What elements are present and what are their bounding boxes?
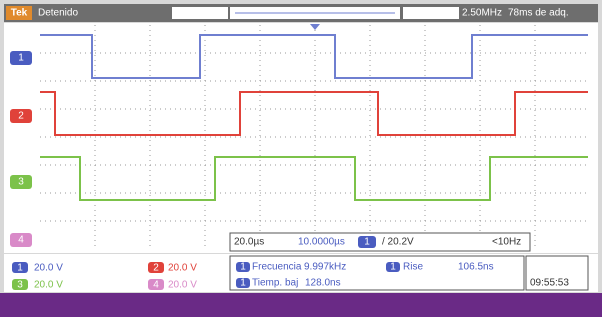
clock: 09:55:53 <box>530 278 569 289</box>
measurement-channel: 1 <box>240 262 246 273</box>
measurement-value: 128.0ns <box>305 278 341 289</box>
graticule <box>4 23 598 253</box>
channel-scale: 20.0 V <box>168 263 197 274</box>
trigger-level: / 20.2V <box>382 237 414 248</box>
status-field <box>172 7 228 19</box>
measurement-name: Frecuencia <box>252 262 302 273</box>
sample-rate: 2.50MHz <box>462 8 502 19</box>
acquisitions: 78ms de adq. <box>508 8 569 19</box>
trigger-frequency: <10Hz <box>492 237 521 248</box>
channel-number: 3 <box>17 280 23 291</box>
measurement-name: Rise <box>403 262 423 273</box>
measurement-channel: 1 <box>240 278 246 289</box>
measurement-channel: 1 <box>390 262 396 273</box>
page: Tek Detenido 2.50MHz 78ms de adq. 1 2 3 … <box>0 0 602 317</box>
status-field <box>403 7 459 19</box>
timebase-box <box>230 233 530 251</box>
trigger-source: 1 <box>364 237 370 248</box>
channel-number: 2 <box>153 263 159 274</box>
timebase-scale: 20.0µs <box>234 237 264 248</box>
channel-scale: 20.0 V <box>168 280 197 291</box>
channel-marker-label: 1 <box>18 53 24 64</box>
timebase-position: 10.0000µs <box>298 237 345 248</box>
channel-marker-label: 2 <box>18 111 24 122</box>
channel-marker-label: 3 <box>18 177 24 188</box>
logo: Tek <box>11 8 28 19</box>
bottom-bar <box>0 293 602 317</box>
measurement-name: Tiemp. baj <box>252 278 298 289</box>
channel-number: 1 <box>17 263 23 274</box>
channel-marker-label: 4 <box>18 235 24 246</box>
channel-scale: 20.0 V <box>34 280 63 291</box>
measurement-value: 9.997kHz <box>304 262 346 273</box>
acq-state: Detenido <box>38 8 78 19</box>
channel-number: 4 <box>153 280 159 291</box>
measurement-value: 106.5ns <box>458 262 494 273</box>
oscilloscope-screen: Tek Detenido 2.50MHz 78ms de adq. 1 2 3 … <box>0 0 602 317</box>
channel-scale: 20.0 V <box>34 263 63 274</box>
